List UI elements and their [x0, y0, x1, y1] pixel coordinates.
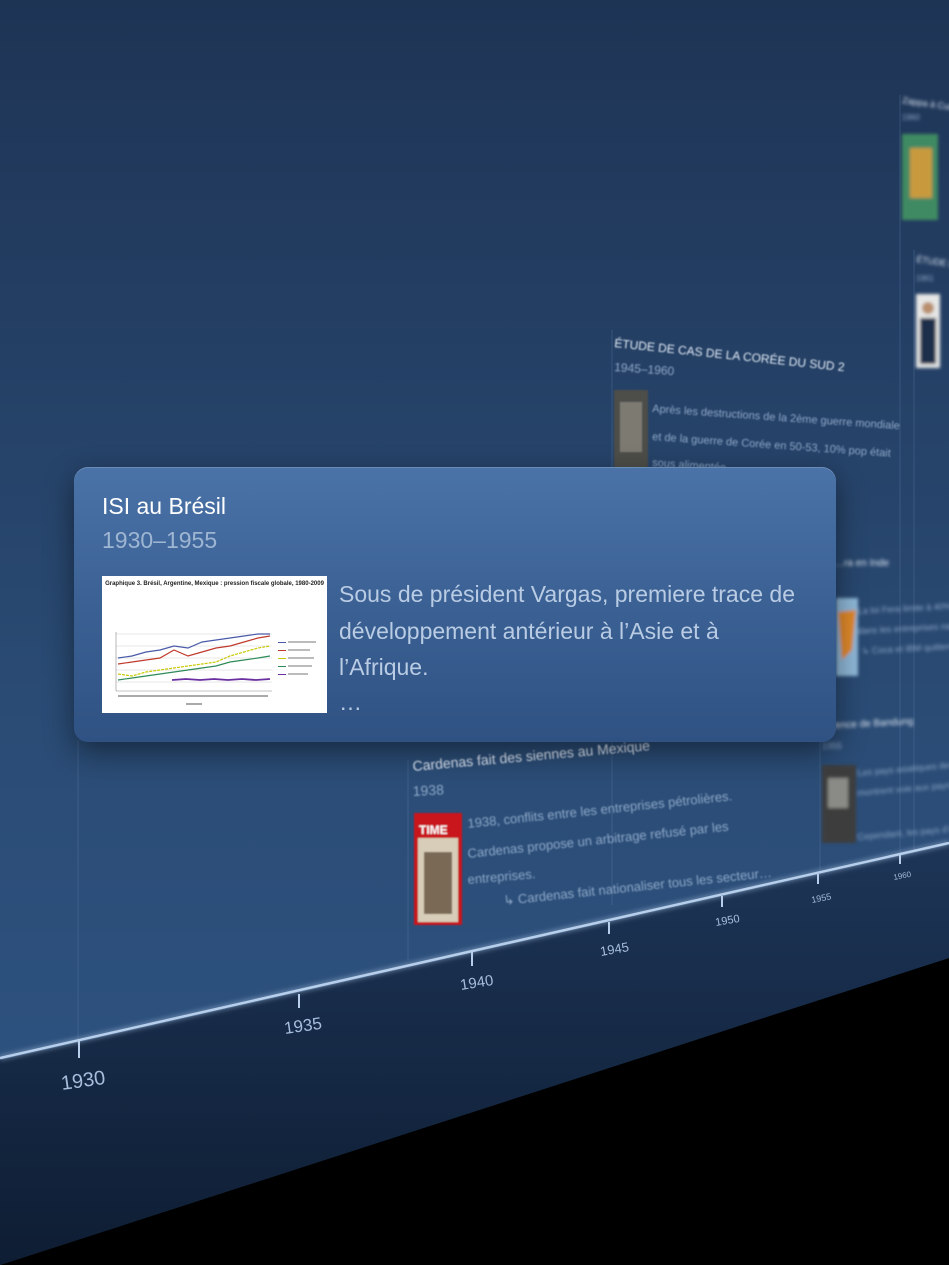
event-thumb-label: TIME [419, 823, 448, 837]
axis-label-1960: 1960 [893, 870, 913, 882]
timeline-axis-line [0, 841, 949, 1060]
thumbnail-chart-graphic [115, 632, 316, 705]
event-text-line: ↳ Coca et IBM quittent l'Inde. [862, 640, 949, 656]
axis-label-1950: 1950 [714, 913, 740, 929]
event-title: …ra en Inde [834, 558, 889, 569]
axis-label-1945: 1945 [599, 939, 630, 959]
event-etude-1961[interactable]: ÉTUDE DE CA… 1961 [916, 254, 949, 368]
event-card-description: Sous de président Vargas, premiere trace… [339, 581, 795, 680]
event-dates: 1960 [902, 113, 920, 122]
axis-label-1940: 1940 [459, 972, 495, 994]
event-dates: 1961 [916, 274, 934, 283]
event-card-dates: 1930–1955 [102, 527, 218, 553]
event-title: …rence de Bandung [822, 716, 914, 732]
event-card-more[interactable]: … [339, 689, 362, 715]
event-dates: 1945–1960 [614, 360, 675, 378]
event-dates: 1955 [822, 741, 842, 751]
event-card-isi-bresil[interactable]: ISI au Brésil 1930–1955 Graphique 3. Bré… [74, 467, 836, 742]
event-card-thumbnail[interactable]: Graphique 3. Brésil, Argentine, Mexique … [102, 576, 327, 713]
thumbnail-chart-title: Graphique 3. Brésil, Argentine, Mexique … [105, 581, 324, 587]
event-text-line: entreprises. [467, 866, 536, 887]
axis-ticks [78, 855, 901, 1058]
event-dates: 1938 [412, 781, 444, 799]
event-card-title: ISI au Brésil [102, 493, 226, 519]
axis-label-1955: 1955 [810, 891, 832, 905]
